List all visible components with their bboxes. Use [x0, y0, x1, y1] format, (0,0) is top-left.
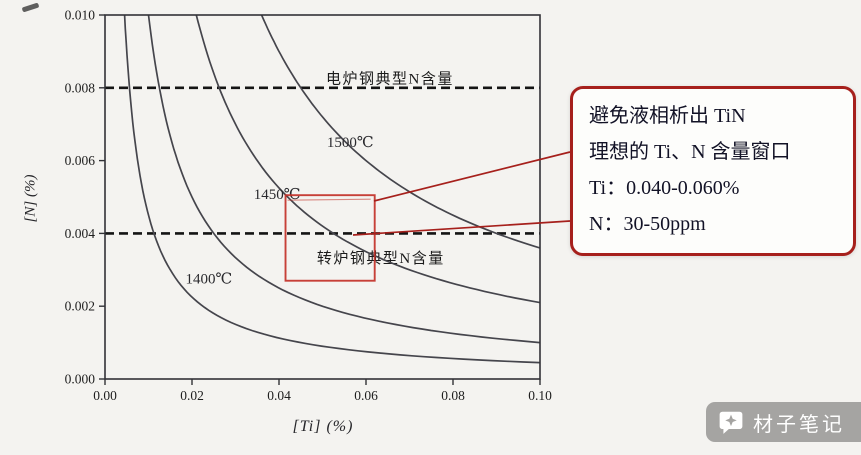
- callout-line-4: N：30-50ppm: [589, 213, 706, 235]
- y-tick-label: 0.008: [65, 80, 96, 95]
- ideal-window-rect: [284, 194, 376, 282]
- x-tick-label: 0.10: [528, 388, 552, 403]
- callout-line-2: 理想的 Ti、N 含量窗口: [589, 141, 791, 163]
- y-tick-label: 0.000: [65, 372, 96, 387]
- callout-line-1: 避免液相析出 TiN: [589, 105, 746, 127]
- watermark-badge: 材子笔记: [706, 402, 861, 442]
- y-tick-label: 0.006: [65, 153, 96, 168]
- y-axis-label: [N] (%): [22, 174, 39, 223]
- ideal-window-sketch-stroke: [287, 198, 371, 201]
- solubility-curve-1400℃: [147, 15, 540, 344]
- y-tick-label: 0.010: [65, 8, 96, 23]
- y-tick-label: 0.002: [65, 299, 95, 314]
- y-tick-label: 0.004: [65, 226, 96, 241]
- x-tick-label: 0.08: [441, 388, 465, 403]
- curve-label-1: 1400℃: [185, 271, 232, 287]
- solubility-curve-1500℃: [260, 15, 540, 249]
- chat-bubble-icon: [718, 409, 744, 435]
- plot-frame: [104, 14, 541, 380]
- solubility-curve-1450℃: [195, 15, 540, 304]
- callout-line-3: Ti：0.040-0.060%: [589, 177, 740, 199]
- watermark-text: 材子笔记: [753, 413, 845, 436]
- callout-connector-0: [373, 151, 571, 202]
- x-tick-label: 0.06: [354, 388, 378, 403]
- x-tick-label: 0.04: [267, 388, 291, 403]
- curve-label-3: 1500℃: [327, 135, 374, 151]
- annotation-callout: 避免液相析出 TiN 理想的 Ti、N 含量窗口 Ti：0.040-0.060%…: [570, 86, 856, 256]
- x-tick-label: 0.00: [93, 388, 117, 403]
- reference-line-label-0: 电炉钢典型N含量: [326, 70, 454, 87]
- curve-label-2: 1450℃: [254, 187, 301, 203]
- solubility-curve-unlabeled: [123, 15, 540, 364]
- x-tick-label: 0.02: [180, 388, 204, 403]
- x-axis-label: [Ti] (%): [292, 418, 354, 435]
- callout-connector-1: [352, 220, 571, 236]
